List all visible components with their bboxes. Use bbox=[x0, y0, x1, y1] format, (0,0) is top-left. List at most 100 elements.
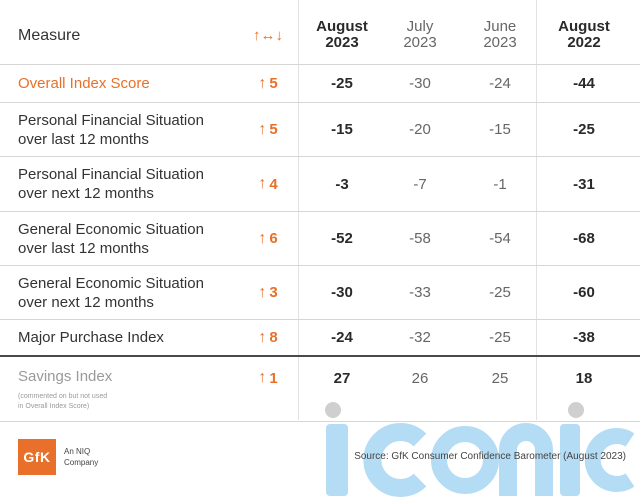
value-jul-2023: -58 bbox=[409, 230, 431, 247]
value-aug-2022: -68 bbox=[573, 230, 595, 247]
header-year: 2022 bbox=[567, 34, 601, 51]
measure-line: over next 12 months bbox=[18, 185, 154, 202]
header-measure: Measure bbox=[18, 26, 81, 44]
change-value: ↑ 4 bbox=[244, 157, 292, 211]
value-aug-2022: -60 bbox=[573, 284, 595, 301]
arrow-up-icon: ↑ bbox=[258, 369, 267, 386]
value-jun-2023: -24 bbox=[489, 75, 511, 92]
value-jun-2023: -15 bbox=[489, 121, 511, 138]
measure-line: over last 12 months bbox=[18, 130, 149, 148]
table-row: Major Purchase Index ↑ 8 -24 -32 -25 -38 bbox=[0, 320, 640, 355]
value-jun-2023: -54 bbox=[489, 230, 511, 247]
value-aug-2023: -3 bbox=[335, 175, 349, 193]
value-aug-2023: -25 bbox=[331, 75, 353, 92]
row-divider bbox=[0, 319, 640, 320]
header-month: June bbox=[483, 18, 517, 35]
value-aug-2022: -31 bbox=[573, 175, 595, 193]
table-row: Personal Financial Situation over last 1… bbox=[0, 103, 640, 156]
table-header: Measure ↑↔↓ August 2023 July 2023 June 2… bbox=[0, 8, 640, 62]
table-row: General Economic Situation over last 12 … bbox=[0, 212, 640, 265]
value-jun-2023: 25 bbox=[491, 369, 509, 387]
value-jun-2023: -1 bbox=[493, 175, 507, 193]
note-line: in Overall Index Score) bbox=[18, 403, 90, 410]
measure-label: Major Purchase Index bbox=[18, 329, 164, 346]
savings-row: Savings Index ↑ 1 27 26 25 18 bbox=[0, 360, 640, 396]
header-year: 2023 bbox=[483, 34, 517, 51]
row-divider bbox=[0, 156, 640, 157]
header-month: August bbox=[558, 18, 610, 35]
change-number: 6 bbox=[269, 230, 278, 247]
table-row: Overall Index Score ↑ 5 -25 -30 -24 -44 bbox=[0, 65, 640, 102]
change-value: ↑ 3 bbox=[244, 266, 292, 319]
row-divider bbox=[0, 265, 640, 266]
measure-line: General Economic Situation bbox=[18, 220, 204, 238]
row-divider bbox=[0, 211, 640, 212]
header-year: 2023 bbox=[325, 34, 359, 51]
value-aug-2022: -44 bbox=[573, 75, 595, 92]
measure-line: Personal Financial Situation bbox=[18, 111, 204, 129]
header-year: 2023 bbox=[403, 34, 437, 51]
value-aug-2022: 18 bbox=[575, 369, 593, 387]
change-number: 3 bbox=[269, 284, 278, 301]
header-month: August bbox=[316, 18, 368, 35]
table-row: Personal Financial Situation over next 1… bbox=[0, 157, 640, 211]
iconic-watermark bbox=[326, 423, 635, 497]
column-divider bbox=[298, 0, 299, 420]
arrow-up-icon: ↑ bbox=[258, 229, 267, 247]
section-divider bbox=[0, 355, 640, 357]
row-divider bbox=[0, 102, 640, 103]
change-number: 5 bbox=[269, 121, 278, 138]
logo-line: An NIQ bbox=[64, 447, 91, 456]
measure-label: General Economic Situation over last 12 … bbox=[18, 212, 238, 265]
arrow-up-icon: ↑ bbox=[258, 328, 267, 346]
change-number: 1 bbox=[269, 369, 278, 387]
row-divider bbox=[0, 64, 640, 65]
logo-subtitle: An NIQ Company bbox=[64, 446, 98, 468]
arrow-up-icon: ↑ bbox=[258, 175, 267, 192]
logo-line: Company bbox=[64, 458, 99, 467]
circle-marker bbox=[568, 402, 584, 418]
header-month: July bbox=[406, 18, 434, 35]
measure-label: Personal Financial Situation over next 1… bbox=[18, 157, 238, 211]
value-jul-2023: -7 bbox=[413, 175, 427, 193]
measure-label: Personal Financial Situation over last 1… bbox=[18, 103, 238, 156]
value-jun-2023: -25 bbox=[489, 284, 511, 301]
header-aug-2023: August 2023 bbox=[296, 8, 388, 62]
value-jun-2023: -25 bbox=[489, 329, 511, 346]
gfk-logo: GfK bbox=[18, 439, 56, 475]
source-note: Source: GfK Consumer Confidence Baromete… bbox=[354, 451, 626, 462]
change-value: ↑ 8 bbox=[244, 320, 292, 355]
value-aug-2022: -25 bbox=[573, 121, 595, 138]
measure-line: General Economic Situation bbox=[18, 274, 204, 292]
header-aug-2022: August 2022 bbox=[536, 8, 632, 62]
savings-label: Savings Index bbox=[18, 368, 113, 385]
change-number: 4 bbox=[269, 175, 278, 193]
change-value: ↑ 5 bbox=[244, 103, 292, 156]
change-number: 8 bbox=[269, 329, 278, 346]
value-aug-2023: -24 bbox=[331, 329, 353, 346]
measure-line: Personal Financial Situation bbox=[18, 166, 204, 183]
value-jul-2023: 26 bbox=[411, 369, 429, 387]
change-value: ↑ 6 bbox=[244, 212, 292, 265]
header-jun-2023: June 2023 bbox=[456, 8, 544, 62]
measure-line: over last 12 months bbox=[18, 239, 149, 257]
arrow-up-icon: ↑ bbox=[258, 120, 267, 138]
change-value: ↑ 5 bbox=[244, 65, 292, 102]
arrow-up-icon: ↑ bbox=[258, 283, 267, 301]
value-aug-2023: -52 bbox=[331, 230, 353, 247]
measure-label: General Economic Situation over next 12 … bbox=[18, 266, 238, 319]
header-change-icon: ↑↔↓ bbox=[253, 26, 283, 44]
change-number: 5 bbox=[269, 75, 278, 92]
value-jul-2023: -33 bbox=[409, 284, 431, 301]
value-jul-2023: -30 bbox=[409, 75, 431, 92]
arrow-up-icon: ↑ bbox=[258, 74, 267, 92]
value-aug-2023: -30 bbox=[331, 284, 353, 301]
header-jul-2023: July 2023 bbox=[376, 8, 464, 62]
change-value: ↑ 1 bbox=[244, 360, 292, 396]
table-row: General Economic Situation over next 12 … bbox=[0, 266, 640, 319]
measure-label: Overall Index Score bbox=[18, 75, 150, 92]
value-jul-2023: -20 bbox=[409, 121, 431, 138]
value-jul-2023: -32 bbox=[409, 329, 431, 346]
column-divider bbox=[536, 0, 537, 420]
circle-marker bbox=[325, 402, 341, 418]
